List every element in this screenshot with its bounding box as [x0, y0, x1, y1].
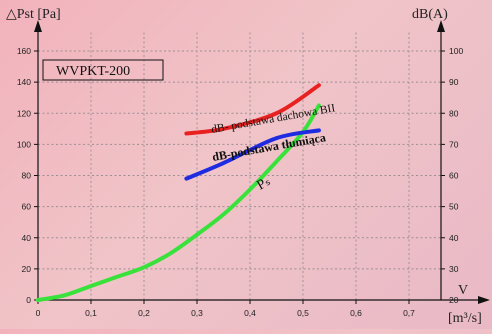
- x-axis-letter: V: [458, 283, 468, 298]
- series-line-db-podstawa-t-umi-ca: [184, 128, 321, 181]
- series-line-db-podstawa-dachowa-bii: [184, 83, 321, 136]
- y-left-tick-label: 100: [17, 139, 31, 149]
- y-left-axis-label: △Pst [Pa]: [6, 7, 61, 22]
- x-axis-unit-label: [m³/s]: [448, 311, 482, 326]
- y-left-tick-label: 0: [26, 295, 31, 305]
- right-axis-arrow: [437, 20, 445, 32]
- x-tick-label: 0,4: [244, 308, 256, 318]
- y-right-axis-label: dB(A): [412, 7, 448, 22]
- x-axis-arrow: [478, 296, 490, 304]
- y-left-tick-label: 80: [22, 171, 32, 181]
- y-left-tick-label: 160: [17, 46, 31, 56]
- x-tick-label: 0,5: [297, 308, 309, 318]
- x-tick-label: 0: [36, 308, 41, 318]
- axes: [34, 20, 490, 304]
- x-tick-label: 0,7: [403, 308, 415, 318]
- chart-title-box: WVPKT-200: [42, 59, 164, 81]
- y-left-tick-label: 20: [22, 264, 32, 274]
- blue-series-label: dB-podstawa tłumiąca: [211, 130, 327, 164]
- y-right-tick-label: 50: [449, 202, 459, 212]
- x-tick-label: 0,2: [138, 308, 150, 318]
- y-right-tick-label: 20: [449, 295, 459, 305]
- y-right-tick-label: 90: [449, 77, 459, 87]
- pst-series-label: Pₛ: [255, 174, 274, 193]
- y-right-tick-label: 100: [449, 46, 463, 56]
- y-right-tick-label: 30: [449, 264, 459, 274]
- left-axis-arrow: [34, 20, 42, 32]
- x-tick-label: 0,3: [191, 308, 203, 318]
- series-line-pst: [36, 103, 321, 302]
- y-left-tick-label: 120: [17, 108, 31, 118]
- y-right-tick-label: 80: [449, 108, 459, 118]
- y-left-tick-label: 140: [17, 77, 31, 87]
- ticks: 0 20 40 60 80 100 120 140 160 20 30 40 50 60 70 80 90 100…: [17, 46, 464, 318]
- x-tick-label: 0,6: [350, 308, 362, 318]
- y-left-tick-label: 40: [22, 233, 32, 243]
- y-right-tick-label: 60: [449, 171, 459, 181]
- series: [36, 83, 321, 302]
- chart-title: WVPKT-200: [56, 64, 130, 79]
- y-right-tick-label: 40: [449, 233, 459, 243]
- y-right-tick-label: 70: [449, 139, 459, 149]
- y-left-tick-label: 60: [22, 202, 32, 212]
- x-tick-label: 0,1: [85, 308, 97, 318]
- grid: [38, 30, 441, 300]
